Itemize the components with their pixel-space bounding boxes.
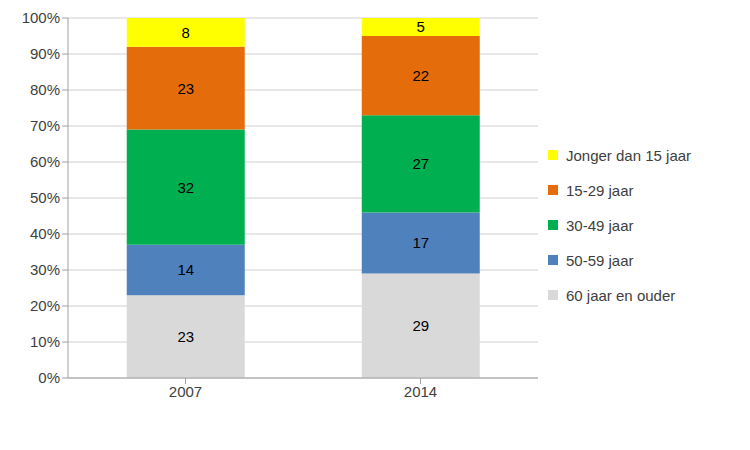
svg-text:5: 5 — [417, 18, 425, 35]
svg-text:50%: 50% — [30, 189, 60, 206]
svg-text:2007: 2007 — [169, 383, 202, 400]
html-text:50-59 jaar: 50-59 jaar — [566, 251, 634, 269]
svg-text:90%: 90% — [30, 45, 60, 62]
svg-text:27: 27 — [412, 155, 429, 172]
svg-text:29: 29 — [412, 317, 429, 334]
svg-text:2014: 2014 — [404, 383, 437, 400]
svg-text:0%: 0% — [38, 369, 60, 386]
svg-text:70%: 70% — [30, 117, 60, 134]
svg-text:17: 17 — [412, 234, 429, 251]
html-text:Jonger dan 15 jaar: Jonger dan 15 jaar — [566, 146, 692, 164]
svg-text:20%: 20% — [30, 297, 60, 314]
html-text:60 jaar en ouder: 60 jaar en ouder — [566, 286, 676, 304]
svg-text:80%: 80% — [30, 81, 60, 98]
html-text:30-49 jaar: 30-49 jaar — [566, 216, 634, 234]
svg-text:10%: 10% — [30, 333, 60, 350]
svg-text:23: 23 — [177, 80, 194, 97]
svg-text:32: 32 — [177, 179, 194, 196]
svg-text:100%: 100% — [22, 9, 60, 26]
html-text:15-29 jaar: 15-29 jaar — [566, 181, 634, 199]
svg-text:22: 22 — [412, 67, 429, 84]
svg-text:40%: 40% — [30, 225, 60, 242]
svg-text:30%: 30% — [30, 261, 60, 278]
svg-text:23: 23 — [177, 328, 194, 345]
svg-text:14: 14 — [177, 261, 194, 278]
svg-text:8: 8 — [182, 24, 190, 41]
svg-text:60%: 60% — [30, 153, 60, 170]
